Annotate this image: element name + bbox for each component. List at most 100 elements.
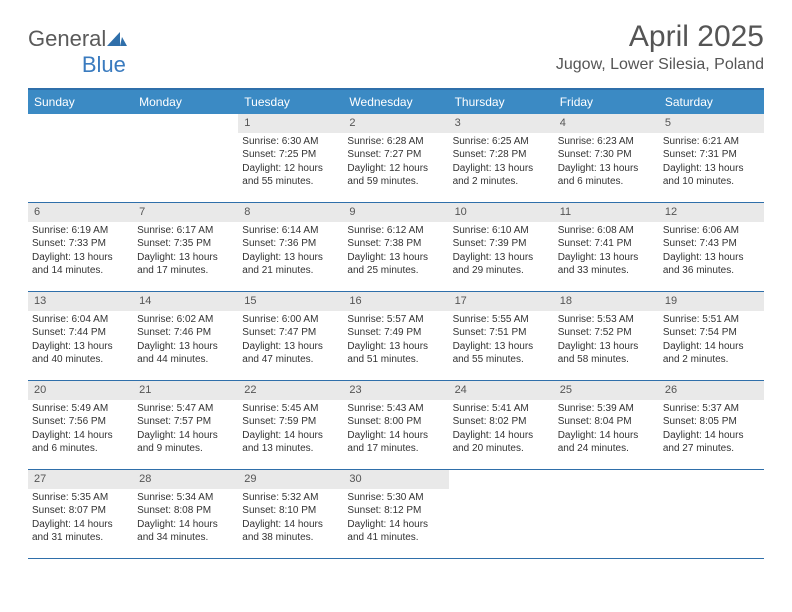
sunset-text: Sunset: 7:33 PM — [32, 237, 129, 251]
daylight-text: Daylight: 13 hours and 51 minutes. — [347, 340, 444, 367]
day-number: 29 — [238, 470, 343, 489]
day-number: 21 — [133, 381, 238, 400]
day-body: Sunrise: 6:14 AMSunset: 7:36 PMDaylight:… — [238, 222, 343, 282]
day-header-sun: Sunday — [28, 90, 133, 114]
day-body: Sunrise: 6:30 AMSunset: 7:25 PMDaylight:… — [238, 133, 343, 193]
sunrise-text: Sunrise: 6:08 AM — [558, 224, 655, 238]
daylight-text: Daylight: 13 hours and 44 minutes. — [137, 340, 234, 367]
daylight-text: Daylight: 13 hours and 14 minutes. — [32, 251, 129, 278]
sunset-text: Sunset: 8:05 PM — [663, 415, 760, 429]
day-cell: 30Sunrise: 5:30 AMSunset: 8:12 PMDayligh… — [343, 470, 448, 558]
daylight-text: Daylight: 13 hours and 17 minutes. — [137, 251, 234, 278]
day-cell: 27Sunrise: 5:35 AMSunset: 8:07 PMDayligh… — [28, 470, 133, 558]
week-row: 27Sunrise: 5:35 AMSunset: 8:07 PMDayligh… — [28, 470, 764, 559]
sunset-text: Sunset: 7:28 PM — [453, 148, 550, 162]
day-cell — [449, 470, 554, 558]
day-cell: 23Sunrise: 5:43 AMSunset: 8:00 PMDayligh… — [343, 381, 448, 469]
day-number: 26 — [659, 381, 764, 400]
sunset-text: Sunset: 7:39 PM — [453, 237, 550, 251]
day-cell: 17Sunrise: 5:55 AMSunset: 7:51 PMDayligh… — [449, 292, 554, 380]
day-number: 24 — [449, 381, 554, 400]
daylight-text: Daylight: 13 hours and 10 minutes. — [663, 162, 760, 189]
day-header-row: Sunday Monday Tuesday Wednesday Thursday… — [28, 90, 764, 114]
day-number: 16 — [343, 292, 448, 311]
day-number — [659, 470, 764, 474]
sunset-text: Sunset: 7:30 PM — [558, 148, 655, 162]
day-number: 4 — [554, 114, 659, 133]
sunrise-text: Sunrise: 6:25 AM — [453, 135, 550, 149]
sunrise-text: Sunrise: 5:34 AM — [137, 491, 234, 505]
day-body: Sunrise: 5:32 AMSunset: 8:10 PMDaylight:… — [238, 489, 343, 549]
sunrise-text: Sunrise: 5:35 AM — [32, 491, 129, 505]
week-row: 1Sunrise: 6:30 AMSunset: 7:25 PMDaylight… — [28, 114, 764, 203]
day-number: 12 — [659, 203, 764, 222]
sunrise-text: Sunrise: 5:37 AM — [663, 402, 760, 416]
day-number: 7 — [133, 203, 238, 222]
sunrise-text: Sunrise: 5:55 AM — [453, 313, 550, 327]
week-row: 6Sunrise: 6:19 AMSunset: 7:33 PMDaylight… — [28, 203, 764, 292]
sunset-text: Sunset: 7:25 PM — [242, 148, 339, 162]
sunrise-text: Sunrise: 6:06 AM — [663, 224, 760, 238]
day-body: Sunrise: 5:35 AMSunset: 8:07 PMDaylight:… — [28, 489, 133, 549]
day-number: 17 — [449, 292, 554, 311]
day-cell: 29Sunrise: 5:32 AMSunset: 8:10 PMDayligh… — [238, 470, 343, 558]
day-cell: 24Sunrise: 5:41 AMSunset: 8:02 PMDayligh… — [449, 381, 554, 469]
logo: General — [28, 26, 127, 52]
day-header-thu: Thursday — [449, 90, 554, 114]
day-number: 8 — [238, 203, 343, 222]
day-body: Sunrise: 5:30 AMSunset: 8:12 PMDaylight:… — [343, 489, 448, 549]
day-cell: 13Sunrise: 6:04 AMSunset: 7:44 PMDayligh… — [28, 292, 133, 380]
daylight-text: Daylight: 13 hours and 2 minutes. — [453, 162, 550, 189]
sunset-text: Sunset: 7:49 PM — [347, 326, 444, 340]
sunset-text: Sunset: 7:31 PM — [663, 148, 760, 162]
daylight-text: Daylight: 13 hours and 47 minutes. — [242, 340, 339, 367]
sunrise-text: Sunrise: 5:53 AM — [558, 313, 655, 327]
day-cell: 25Sunrise: 5:39 AMSunset: 8:04 PMDayligh… — [554, 381, 659, 469]
day-number: 11 — [554, 203, 659, 222]
day-cell: 12Sunrise: 6:06 AMSunset: 7:43 PMDayligh… — [659, 203, 764, 291]
daylight-text: Daylight: 14 hours and 31 minutes. — [32, 518, 129, 545]
sunset-text: Sunset: 7:54 PM — [663, 326, 760, 340]
day-cell: 6Sunrise: 6:19 AMSunset: 7:33 PMDaylight… — [28, 203, 133, 291]
daylight-text: Daylight: 13 hours and 25 minutes. — [347, 251, 444, 278]
logo-text-blue: Blue — [82, 52, 126, 78]
day-body: Sunrise: 6:21 AMSunset: 7:31 PMDaylight:… — [659, 133, 764, 193]
day-number — [133, 114, 238, 118]
day-body: Sunrise: 6:04 AMSunset: 7:44 PMDaylight:… — [28, 311, 133, 371]
sunset-text: Sunset: 7:35 PM — [137, 237, 234, 251]
day-header-wed: Wednesday — [343, 90, 448, 114]
day-cell: 5Sunrise: 6:21 AMSunset: 7:31 PMDaylight… — [659, 114, 764, 202]
day-number: 5 — [659, 114, 764, 133]
sunset-text: Sunset: 7:52 PM — [558, 326, 655, 340]
day-header-sat: Saturday — [659, 90, 764, 114]
sunrise-text: Sunrise: 6:23 AM — [558, 135, 655, 149]
day-cell — [133, 114, 238, 202]
sunset-text: Sunset: 7:36 PM — [242, 237, 339, 251]
sunset-text: Sunset: 7:59 PM — [242, 415, 339, 429]
sunrise-text: Sunrise: 5:47 AM — [137, 402, 234, 416]
day-body: Sunrise: 6:02 AMSunset: 7:46 PMDaylight:… — [133, 311, 238, 371]
sunrise-text: Sunrise: 6:17 AM — [137, 224, 234, 238]
day-number: 27 — [28, 470, 133, 489]
sunrise-text: Sunrise: 5:51 AM — [663, 313, 760, 327]
day-body: Sunrise: 6:06 AMSunset: 7:43 PMDaylight:… — [659, 222, 764, 282]
day-body: Sunrise: 6:17 AMSunset: 7:35 PMDaylight:… — [133, 222, 238, 282]
sunrise-text: Sunrise: 6:00 AM — [242, 313, 339, 327]
day-number — [449, 470, 554, 474]
daylight-text: Daylight: 14 hours and 24 minutes. — [558, 429, 655, 456]
day-cell: 14Sunrise: 6:02 AMSunset: 7:46 PMDayligh… — [133, 292, 238, 380]
sunset-text: Sunset: 7:46 PM — [137, 326, 234, 340]
sunrise-text: Sunrise: 5:49 AM — [32, 402, 129, 416]
day-number: 19 — [659, 292, 764, 311]
day-cell — [659, 470, 764, 558]
daylight-text: Daylight: 13 hours and 29 minutes. — [453, 251, 550, 278]
month-title: April 2025 — [556, 20, 764, 54]
day-cell: 10Sunrise: 6:10 AMSunset: 7:39 PMDayligh… — [449, 203, 554, 291]
day-cell: 22Sunrise: 5:45 AMSunset: 7:59 PMDayligh… — [238, 381, 343, 469]
sunrise-text: Sunrise: 5:45 AM — [242, 402, 339, 416]
logo-triangle-icon — [107, 26, 127, 52]
sunset-text: Sunset: 7:57 PM — [137, 415, 234, 429]
day-cell: 4Sunrise: 6:23 AMSunset: 7:30 PMDaylight… — [554, 114, 659, 202]
day-number: 9 — [343, 203, 448, 222]
day-cell — [554, 470, 659, 558]
